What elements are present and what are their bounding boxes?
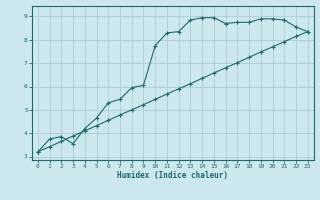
X-axis label: Humidex (Indice chaleur): Humidex (Indice chaleur) bbox=[117, 171, 228, 180]
